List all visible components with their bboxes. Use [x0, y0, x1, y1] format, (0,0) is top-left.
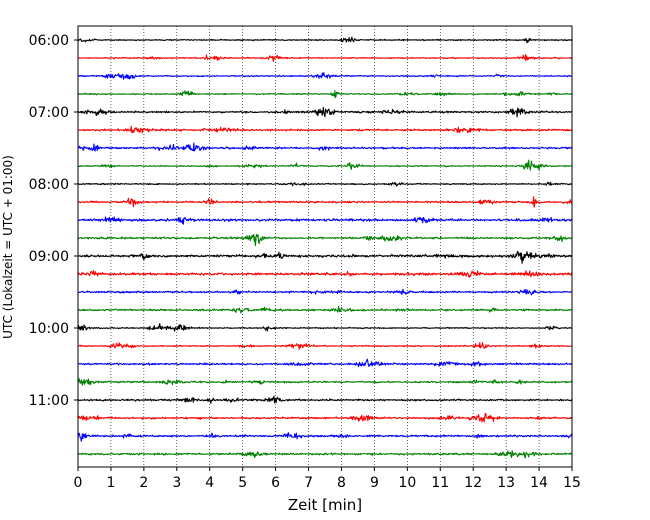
x-tick-label-12: 12 [464, 475, 482, 491]
seismic-traces [77, 36, 573, 459]
x-tick-label-6: 6 [271, 475, 280, 491]
y-tick-label-06:00: 06:00 [29, 33, 69, 49]
trace-11:00 [77, 395, 573, 404]
plot-frame [77, 25, 573, 468]
x-tick-label-13: 13 [497, 475, 515, 491]
x-tick-label-3: 3 [172, 475, 181, 491]
x-tick-label-0: 0 [74, 475, 83, 491]
trace-08:00 [77, 181, 573, 187]
y-axis-label: UTC (Lokalzeit = UTC + 01:00) [1, 155, 15, 339]
trace-06:45 [77, 90, 573, 99]
x-tick-label-9: 9 [370, 475, 379, 491]
y-axis-ticks: 06:00 07:00 08:00 09:00 10:00 11:00 [29, 33, 78, 409]
trace-10:15 [77, 342, 573, 350]
trace-09:45 [77, 305, 573, 314]
trace-07:00 [77, 106, 573, 118]
trace-11:30 [77, 432, 573, 442]
trace-08:45 [77, 233, 573, 247]
trace-10:30 [77, 358, 573, 368]
x-tick-label-11: 11 [431, 475, 449, 491]
trace-06:15 [77, 54, 573, 62]
x-tick-label-14: 14 [530, 475, 548, 491]
x-tick-label-2: 2 [139, 475, 148, 491]
x-tick-label-4: 4 [205, 475, 214, 491]
trace-07:45 [77, 159, 573, 171]
x-tick-label-1: 1 [106, 475, 115, 491]
x-tick-label-10: 10 [398, 475, 416, 491]
trace-06:30 [77, 72, 573, 80]
x-axis-ticks: 0 1 2 3 4 5 6 7 8 9 10 11 12 13 14 15 [74, 467, 581, 491]
y-tick-label-08:00: 08:00 [29, 177, 69, 193]
x-tick-label-5: 5 [238, 475, 247, 491]
y-tick-label-11:00: 11:00 [29, 393, 69, 409]
trace-07:15 [77, 125, 573, 134]
trace-09:15 [77, 270, 573, 278]
trace-07:30 [77, 142, 573, 152]
x-tick-label-7: 7 [304, 475, 313, 491]
trace-06:00 [77, 36, 573, 44]
y-tick-label-07:00: 07:00 [29, 105, 69, 121]
trace-09:00 [77, 250, 573, 264]
trace-08:15 [77, 196, 573, 208]
x-tick-label-15: 15 [563, 475, 581, 491]
trace-08:30 [77, 216, 573, 225]
x-tick-label-8: 8 [337, 475, 346, 491]
y-tick-label-09:00: 09:00 [29, 249, 69, 265]
trace-09:30 [77, 288, 573, 296]
y-tick-label-10:00: 10:00 [29, 321, 69, 337]
trace-10:00 [77, 323, 573, 332]
trace-10:45 [77, 378, 573, 386]
trace-11:15 [77, 412, 573, 423]
x-axis-label: Zeit [min] [288, 496, 362, 514]
trace-11:45 [77, 450, 573, 459]
